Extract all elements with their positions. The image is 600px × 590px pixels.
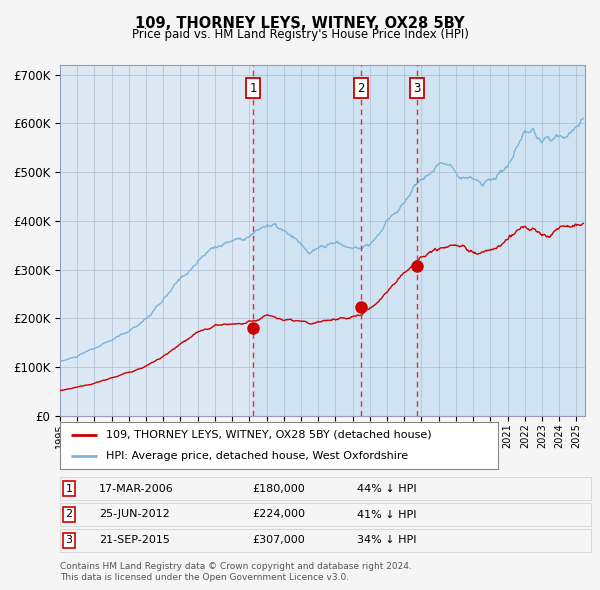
Text: 41% ↓ HPI: 41% ↓ HPI xyxy=(357,510,416,519)
Text: 1: 1 xyxy=(249,82,257,95)
Text: £180,000: £180,000 xyxy=(252,484,305,493)
Text: 17-MAR-2006: 17-MAR-2006 xyxy=(99,484,174,493)
Text: £224,000: £224,000 xyxy=(252,510,305,519)
Text: 2: 2 xyxy=(358,82,365,95)
Text: 44% ↓ HPI: 44% ↓ HPI xyxy=(357,484,416,493)
Text: Contains HM Land Registry data © Crown copyright and database right 2024.: Contains HM Land Registry data © Crown c… xyxy=(60,562,412,571)
Text: HPI: Average price, detached house, West Oxfordshire: HPI: Average price, detached house, West… xyxy=(106,451,408,461)
Text: 1: 1 xyxy=(65,484,73,493)
Text: 109, THORNEY LEYS, WITNEY, OX28 5BY: 109, THORNEY LEYS, WITNEY, OX28 5BY xyxy=(135,16,465,31)
Text: 2: 2 xyxy=(65,510,73,519)
Text: £307,000: £307,000 xyxy=(252,536,305,545)
Text: 34% ↓ HPI: 34% ↓ HPI xyxy=(357,536,416,545)
Bar xyxy=(253,65,585,416)
Text: This data is licensed under the Open Government Licence v3.0.: This data is licensed under the Open Gov… xyxy=(60,572,349,582)
Text: 25-JUN-2012: 25-JUN-2012 xyxy=(99,510,170,519)
Text: 3: 3 xyxy=(413,82,421,95)
Text: 109, THORNEY LEYS, WITNEY, OX28 5BY (detached house): 109, THORNEY LEYS, WITNEY, OX28 5BY (det… xyxy=(106,430,431,440)
Text: 3: 3 xyxy=(65,536,73,545)
Text: Price paid vs. HM Land Registry's House Price Index (HPI): Price paid vs. HM Land Registry's House … xyxy=(131,28,469,41)
Text: 21-SEP-2015: 21-SEP-2015 xyxy=(99,536,170,545)
